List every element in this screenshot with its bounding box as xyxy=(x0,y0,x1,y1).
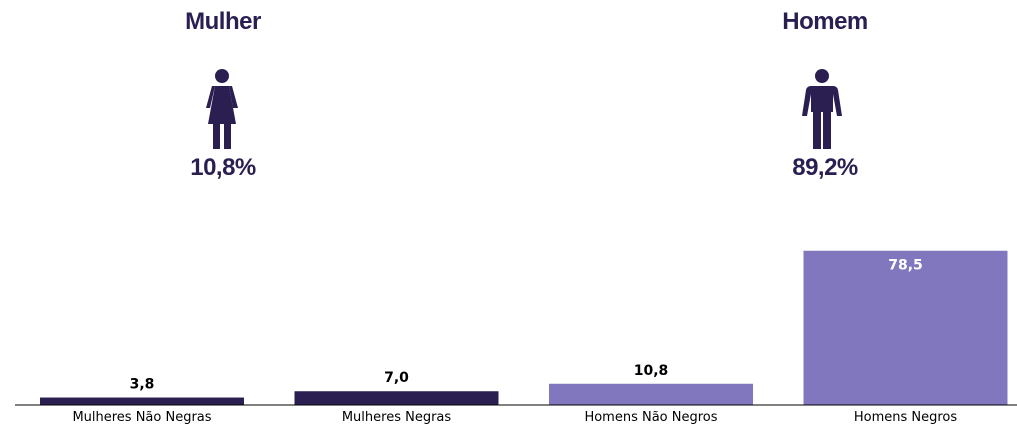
bar-1 xyxy=(40,397,244,405)
male-person-icon xyxy=(802,69,842,149)
bar-value-label: 10,8 xyxy=(634,363,669,379)
female-person-icon xyxy=(206,69,238,149)
x-tick-label: Homens Negros xyxy=(854,410,958,424)
bar-value-label: 78,5 xyxy=(888,258,923,274)
bar-3 xyxy=(549,383,753,405)
x-tick-label: Homens Não Negros xyxy=(584,410,717,424)
bar-2 xyxy=(294,391,499,405)
female-title: Mulher xyxy=(185,8,261,35)
bar-value-label: 7,0 xyxy=(384,370,409,386)
bar-4 xyxy=(803,250,1008,405)
x-tick-label: Mulheres Não Negras xyxy=(72,410,211,424)
x-tick-label: Mulheres Negras xyxy=(342,410,452,424)
male-title: Homem xyxy=(782,8,868,35)
male-percent: 89,2% xyxy=(792,154,858,181)
bar-value-label: 3,8 xyxy=(130,377,155,393)
female-percent: 10,8% xyxy=(190,154,256,181)
